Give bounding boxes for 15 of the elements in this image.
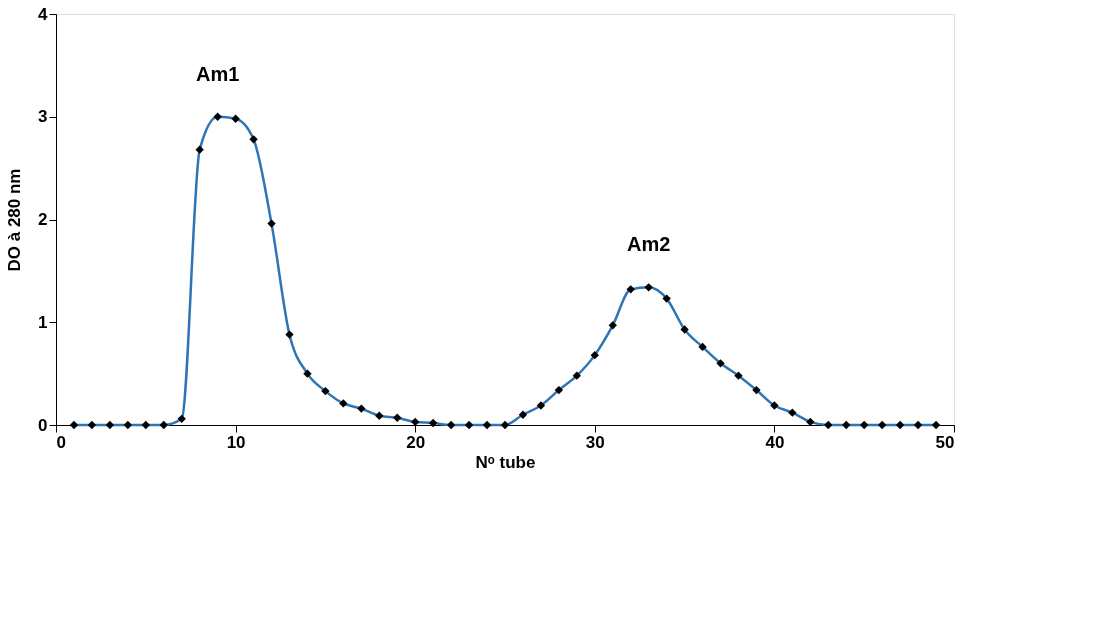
- y-tick-label: 3: [38, 107, 48, 127]
- y-tick-label: 0: [38, 415, 48, 435]
- annotation: Am1: [195, 62, 240, 85]
- y-tick-label: 4: [38, 4, 49, 24]
- x-tick-label: 30: [585, 432, 605, 452]
- y-tick-label: 1: [38, 312, 48, 332]
- x-tick-label: 20: [406, 432, 426, 452]
- y-axis-title: DO à 280 nm: [5, 168, 25, 272]
- x-tick-label: 40: [765, 432, 785, 452]
- x-tick-label: 10: [226, 432, 246, 452]
- y-tick-label: 2: [38, 210, 48, 229]
- annotation: Am2: [627, 233, 671, 256]
- x-tick-label: 50: [935, 432, 955, 452]
- x-axis-title: Nᵒ tube: [475, 452, 536, 472]
- x-tick-label: 0: [56, 432, 66, 452]
